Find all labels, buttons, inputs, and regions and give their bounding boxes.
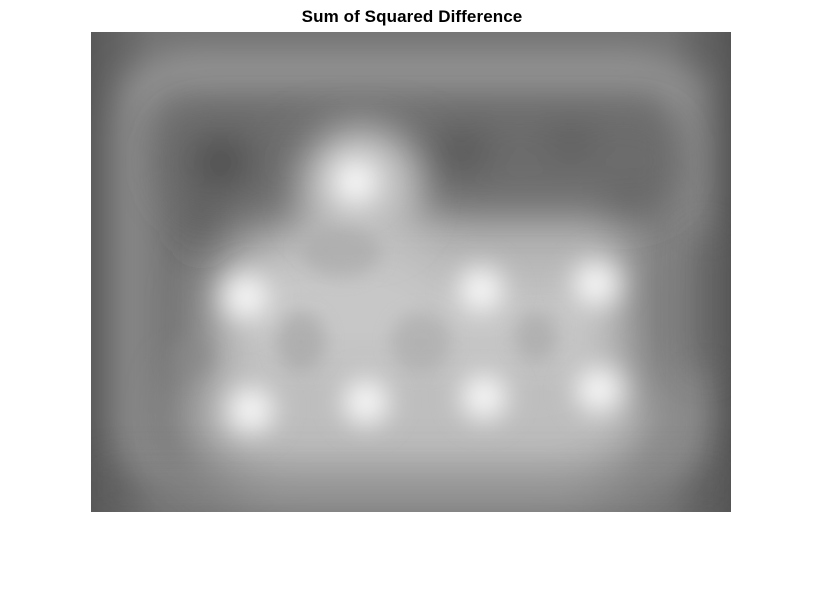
figure-title: Sum of Squared Difference [301, 7, 523, 26]
ssd-image [91, 32, 731, 512]
ssd-dark-band [161, 112, 681, 262]
ssd-heatmap [91, 32, 731, 512]
ssd-peaks [206, 142, 639, 450]
ssd-valleys [169, 227, 558, 377]
